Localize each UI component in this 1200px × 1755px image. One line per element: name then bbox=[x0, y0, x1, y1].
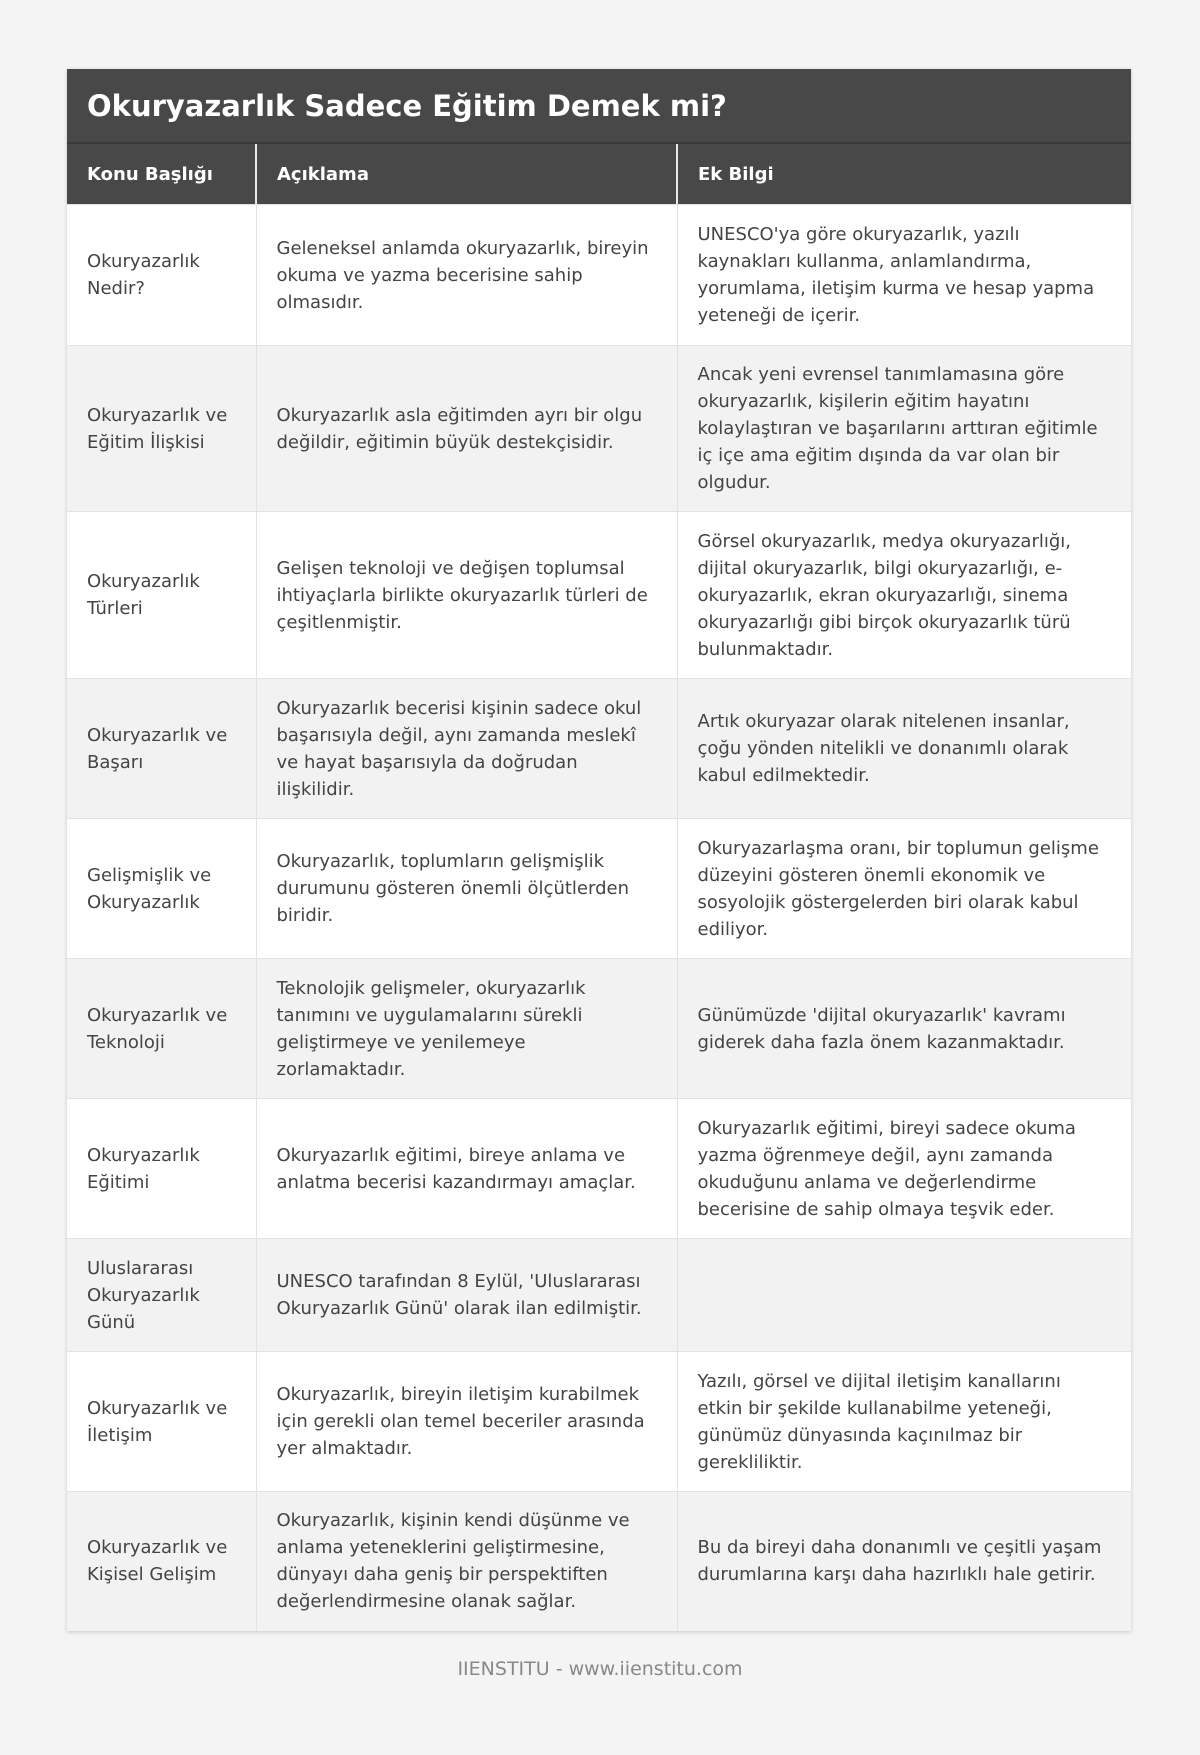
table-row: Gelişmişlik ve Okuryazarlık Okuryazarlık,… bbox=[67, 818, 1131, 959]
table-row: Okuryazarlık ve Başarı Okuryazarlık becer… bbox=[67, 678, 1131, 819]
topic-cell: Okuryazarlık ve Eğitim İlişkisi bbox=[67, 345, 257, 512]
extra-info-cell: Okuryazarlık eğitimi, bireyi sadece okum… bbox=[677, 1098, 1131, 1239]
description-cell: Okuryazarlık, toplumların gelişmişlik du… bbox=[256, 818, 678, 959]
table-row: Okuryazarlık ve İletişim Okuryazarlık, bi… bbox=[67, 1351, 1131, 1492]
header-extra-info: Ek Bilgi bbox=[677, 144, 1131, 205]
topic-cell: Okuryazarlık Eğitimi bbox=[67, 1098, 257, 1239]
description-cell: Teknolojik gelişmeler, okuryazarlık tanı… bbox=[256, 958, 678, 1099]
description-cell: Okuryazarlık, bireyin iletişim kurabilme… bbox=[256, 1351, 678, 1492]
extra-info-cell: UNESCO'ya göre okuryazarlık, yazılı kayn… bbox=[677, 204, 1131, 346]
topic-cell: Okuryazarlık ve Kişisel Gelişim bbox=[67, 1491, 257, 1631]
description-cell: UNESCO tarafından 8 Eylül, 'Uluslararası… bbox=[256, 1238, 678, 1352]
description-cell: Okuryazarlık eğitimi, bireye anlama ve a… bbox=[256, 1098, 678, 1239]
table-row: Okuryazarlık ve Eğitim İlişkisi Okuryazar… bbox=[67, 345, 1131, 512]
table-row: Okuryazarlık Eğitimi Okuryazarlık eğitimi… bbox=[67, 1098, 1131, 1239]
topic-cell: Okuryazarlık Nedir? bbox=[67, 204, 257, 346]
extra-info-cell: Yazılı, görsel ve dijital iletişim kanal… bbox=[677, 1351, 1131, 1492]
table-row: Okuryazarlık Nedir? Geleneksel anlamda ok… bbox=[67, 204, 1131, 346]
description-cell: Okuryazarlık becerisi kişinin sadece oku… bbox=[256, 678, 678, 819]
description-cell: Okuryazarlık asla eğitimden ayrı bir olg… bbox=[256, 345, 678, 512]
topic-cell: Okuryazarlık ve Başarı bbox=[67, 678, 257, 819]
extra-info-cell: Görsel okuryazarlık, medya okuryazarlığı… bbox=[677, 511, 1131, 679]
extra-info-cell: Okuryazarlaşma oranı, bir toplumun geliş… bbox=[677, 818, 1131, 959]
table-row: Okuryazarlık ve Teknoloji Teknolojik geli… bbox=[67, 958, 1131, 1099]
description-cell: Okuryazarlık, kişinin kendi düşünme ve a… bbox=[256, 1491, 678, 1631]
table-card: Okuryazarlık Sadece Eğitim Demek mi? Kon… bbox=[67, 69, 1131, 1631]
description-cell: Geleneksel anlamda okuryazarlık, bireyin… bbox=[256, 204, 678, 346]
footer-credit: IIENSTITU - www.iienstitu.com bbox=[457, 1658, 743, 1680]
data-table: Konu Başlığı Açıklama Ek Bilgi Okuryazar… bbox=[67, 144, 1131, 1631]
topic-cell: Gelişmişlik ve Okuryazarlık bbox=[67, 818, 257, 959]
extra-info-cell: Artık okuryazar olarak nitelenen insanla… bbox=[677, 678, 1131, 819]
description-cell: Gelişen teknoloji ve değişen toplumsal i… bbox=[256, 511, 678, 679]
extra-info-cell: Ancak yeni evrensel tanımlamasına göre o… bbox=[677, 345, 1131, 512]
topic-cell: Uluslararası Okuryazarlık Günü bbox=[67, 1238, 257, 1352]
topic-cell: Okuryazarlık Türleri bbox=[67, 511, 257, 679]
extra-info-cell bbox=[677, 1238, 1131, 1352]
topic-cell: Okuryazarlık ve Teknoloji bbox=[67, 958, 257, 1099]
table-row: Okuryazarlık ve Kişisel Gelişim Okuryazar… bbox=[67, 1491, 1131, 1631]
topic-cell: Okuryazarlık ve İletişim bbox=[67, 1351, 257, 1492]
extra-info-cell: Günümüzde 'dijital okuryazarlık' kavramı… bbox=[677, 958, 1131, 1099]
table-row: Uluslararası Okuryazarlık Günü UNESCO tar… bbox=[67, 1238, 1131, 1352]
table-row: Okuryazarlık Türleri Gelişen teknoloji ve… bbox=[67, 511, 1131, 679]
table-title: Okuryazarlık Sadece Eğitim Demek mi? bbox=[67, 69, 1131, 144]
header-row: Konu Başlığı Açıklama Ek Bilgi bbox=[67, 144, 1131, 205]
header-description: Açıklama bbox=[256, 144, 678, 205]
header-topic: Konu Başlığı bbox=[67, 144, 257, 205]
extra-info-cell: Bu da bireyi daha donanımlı ve çeşitli y… bbox=[677, 1491, 1131, 1631]
